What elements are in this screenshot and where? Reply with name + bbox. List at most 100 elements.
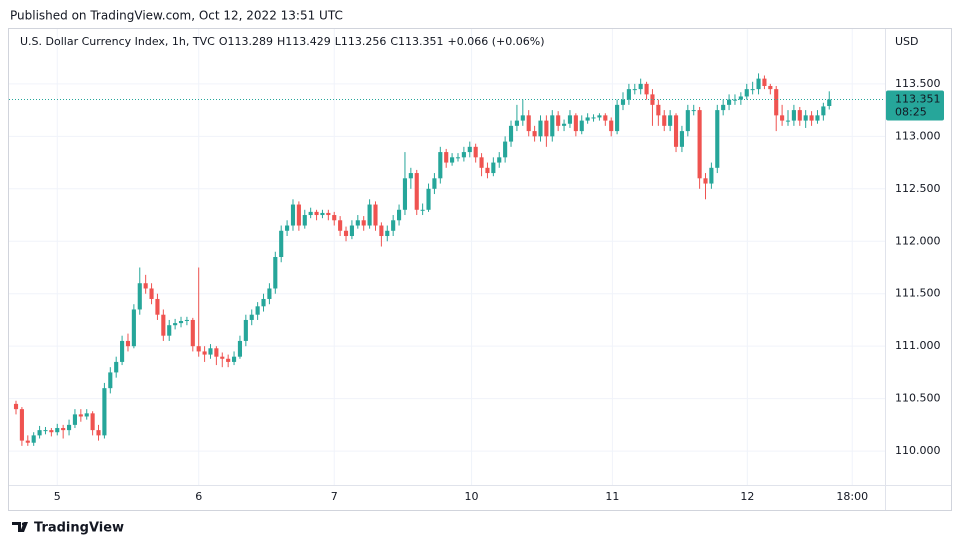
candle-body: [485, 167, 490, 174]
candle-body: [532, 131, 537, 137]
candle-body: [19, 409, 24, 441]
x-tick-label: 10: [465, 490, 479, 503]
published-note: Published on TradingView.com, Oct 12, 20…: [10, 9, 343, 23]
candle-body: [61, 428, 66, 431]
candle-body: [167, 325, 172, 336]
y-tick-label: 112.500: [895, 182, 941, 195]
legend-item: O113.289: [219, 35, 273, 48]
candle-body: [420, 209, 425, 211]
candle-body: [249, 314, 254, 320]
candle-body: [220, 356, 225, 359]
candle-body: [461, 152, 466, 158]
candle-body: [721, 104, 726, 111]
candle-body: [514, 120, 519, 126]
grid: [9, 29, 885, 485]
candle-body: [827, 99, 832, 107]
candle-body: [84, 413, 89, 417]
candle-body: [226, 358, 231, 362]
candle-body: [497, 157, 502, 163]
candle-body: [615, 104, 620, 132]
candle-body: [396, 209, 402, 221]
candle-body: [785, 120, 791, 122]
candle-body: [503, 141, 508, 158]
brand-logo: TradingView: [12, 521, 124, 536]
candle-body: [668, 115, 673, 126]
candle-body: [114, 361, 119, 373]
candle-body: [508, 125, 514, 142]
candle-body: [821, 106, 826, 116]
candle-body: [585, 117, 590, 121]
candle-body: [367, 204, 372, 226]
y-tick-label: 113.000: [895, 129, 941, 142]
candle-body: [31, 435, 36, 443]
candle-body: [791, 110, 796, 121]
candle-body: [302, 215, 307, 226]
candle-body: [473, 146, 478, 158]
x-tick-label: 18:00: [836, 490, 868, 503]
candle-body: [391, 220, 396, 231]
last-price-label: 113.351: [895, 93, 941, 106]
candle-body: [562, 123, 567, 126]
chart-frame: [8, 28, 952, 511]
candle-body: [379, 225, 384, 237]
candle-body: [650, 94, 655, 105]
brand-name: TradingView: [34, 521, 124, 536]
y-tick-label: 111.000: [895, 339, 941, 352]
candle-body: [349, 225, 354, 237]
candle-body: [355, 220, 360, 226]
x-tick-label: 6: [195, 490, 202, 503]
x-tick-label: 12: [740, 490, 754, 503]
candle-body: [214, 348, 219, 357]
candle-body: [644, 83, 649, 95]
candle-body: [66, 424, 72, 431]
candle-body: [255, 306, 260, 315]
candle-body: [550, 115, 555, 137]
candle-body: [190, 319, 195, 347]
candle-body: [402, 178, 408, 210]
candle-body: [261, 298, 266, 307]
logo-dot: [21, 522, 26, 526]
candle-body: [385, 230, 390, 237]
candle-body: [479, 157, 484, 168]
candle-body: [202, 351, 207, 355]
candle-body: [626, 89, 631, 100]
x-tick-label: 11: [605, 490, 619, 503]
candle-body: [744, 89, 749, 97]
candle-body: [432, 178, 437, 189]
candle-body: [620, 99, 626, 105]
candle-body: [450, 157, 455, 163]
overlay: U.S. Dollar Currency Index, 1h, TVC USD …: [20, 35, 944, 503]
candle-body: [756, 78, 761, 90]
candle-body: [685, 110, 690, 132]
candle-body: [343, 230, 349, 237]
candle-body: [196, 346, 201, 352]
price-axis-unit: USD: [895, 35, 919, 48]
candle-body: [727, 99, 732, 105]
candle-body: [573, 115, 578, 132]
candle-body: [155, 298, 160, 315]
y-tick-label: 110.000: [895, 444, 941, 457]
candle-body: [803, 115, 808, 121]
candle-body: [715, 110, 720, 168]
y-tick-label: 113.500: [895, 77, 941, 90]
candle-body: [285, 225, 290, 231]
candle-body: [809, 115, 814, 121]
candle-body: [780, 115, 785, 121]
candle-body: [332, 215, 337, 221]
candle-body: [567, 115, 573, 124]
candle-body: [361, 220, 366, 226]
candle-body: [662, 115, 667, 126]
candle-body: [750, 89, 755, 91]
candle-body: [108, 372, 113, 389]
candle-body: [178, 321, 184, 324]
candle-body: [273, 257, 278, 289]
candle-body: [78, 414, 83, 417]
legend-item: C113.351: [390, 35, 443, 48]
candle-body: [96, 430, 101, 436]
candle-body: [679, 131, 684, 147]
candle-body: [538, 120, 543, 137]
candle-body: [597, 115, 602, 118]
candle-body: [438, 152, 443, 179]
